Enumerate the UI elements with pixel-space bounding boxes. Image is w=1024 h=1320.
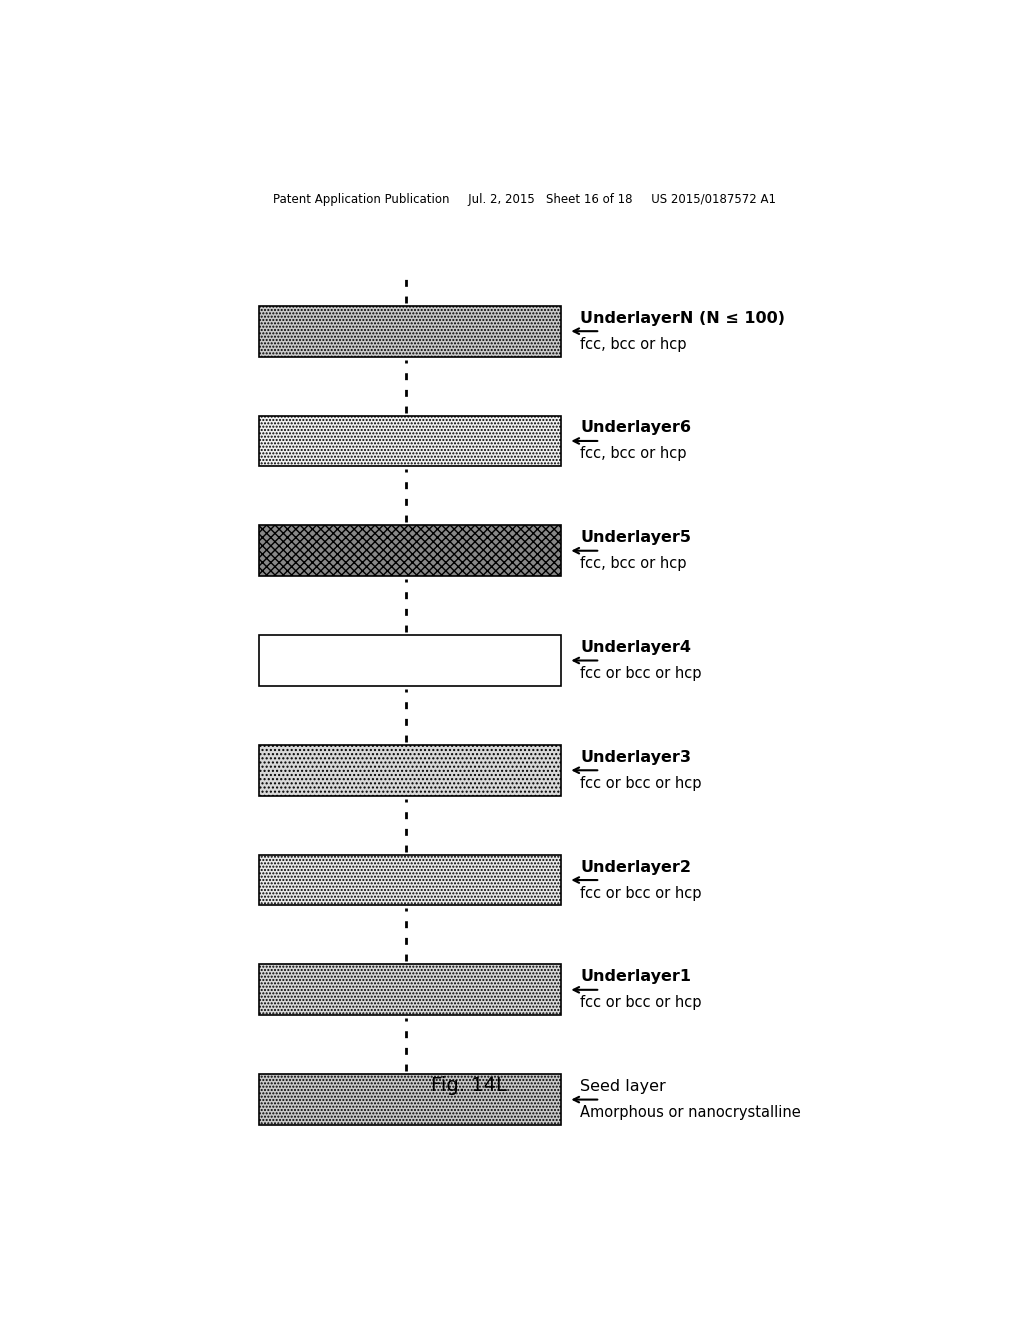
Bar (259, 306, 560, 356)
Text: fcc, bcc or hcp: fcc, bcc or hcp (581, 446, 687, 462)
Text: Underlayer6: Underlayer6 (581, 421, 691, 436)
Text: Fig. 14L: Fig. 14L (431, 1076, 507, 1094)
Text: Patent Application Publication     Jul. 2, 2015   Sheet 16 of 18     US 2015/018: Patent Application Publication Jul. 2, 2… (273, 193, 776, 206)
Text: fcc, bcc or hcp: fcc, bcc or hcp (581, 556, 687, 572)
Bar (259, 854, 560, 906)
Text: fcc or bcc or hcp: fcc or bcc or hcp (581, 667, 701, 681)
Text: fcc or bcc or hcp: fcc or bcc or hcp (581, 776, 701, 791)
Text: fcc or bcc or hcp: fcc or bcc or hcp (581, 995, 701, 1010)
Text: UnderlayerN (N ≤ 100): UnderlayerN (N ≤ 100) (581, 310, 785, 326)
Text: Seed layer: Seed layer (581, 1078, 666, 1094)
Bar (259, 416, 560, 466)
Text: Underlayer2: Underlayer2 (581, 859, 691, 875)
Text: Underlayer5: Underlayer5 (581, 531, 691, 545)
Bar (259, 1074, 560, 1125)
Text: fcc or bcc or hcp: fcc or bcc or hcp (581, 886, 701, 900)
Bar (259, 635, 560, 686)
Text: Underlayer4: Underlayer4 (581, 640, 691, 655)
Text: Amorphous or nanocrystalline: Amorphous or nanocrystalline (581, 1105, 801, 1121)
Bar (259, 744, 560, 796)
Bar (259, 525, 560, 576)
Text: Underlayer3: Underlayer3 (581, 750, 691, 764)
Text: Underlayer1: Underlayer1 (581, 969, 691, 985)
Bar (259, 965, 560, 1015)
Text: fcc, bcc or hcp: fcc, bcc or hcp (581, 337, 687, 351)
